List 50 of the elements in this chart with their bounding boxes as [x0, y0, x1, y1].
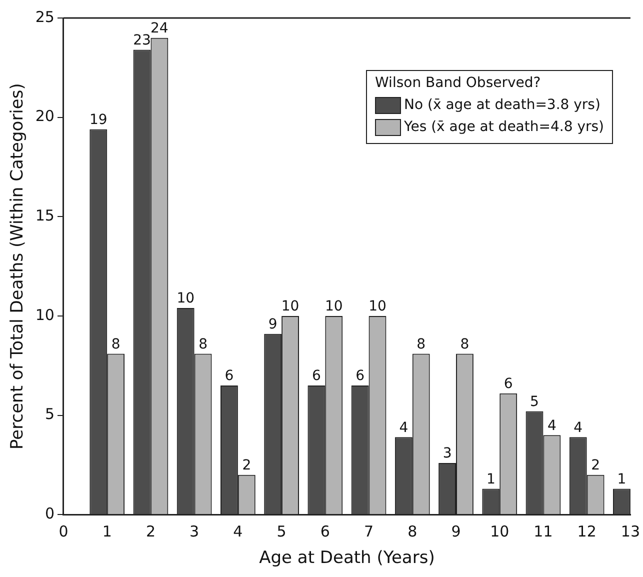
x-tick-label: 11: [534, 522, 553, 540]
data-label: 23: [133, 32, 151, 48]
legend-title: Wilson Band Observed?: [375, 75, 542, 91]
x-tick-label: 13: [620, 522, 640, 540]
data-label: 1: [617, 471, 626, 488]
x-tick-label: 7: [364, 522, 374, 540]
data-label: 8: [198, 336, 208, 352]
data-label: 2: [591, 458, 600, 474]
y-tick-label: 10: [35, 306, 54, 324]
data-label: 8: [460, 336, 470, 352]
data-label: 6: [312, 368, 321, 384]
data-label: 24: [150, 20, 168, 37]
x-tick-label: 5: [276, 522, 286, 540]
legend-label: Yes (x̄ age at death=4.8 yrs): [404, 118, 604, 137]
y-tick-label: 0: [44, 504, 54, 522]
data-label: 4: [574, 420, 583, 436]
x-tick-label: 1: [102, 522, 112, 540]
data-label: 10: [324, 298, 343, 315]
data-label: 1: [486, 471, 496, 488]
y-tick-label: 15: [35, 206, 54, 225]
x-tick-label: 12: [577, 522, 596, 540]
x-tick-label: 2: [146, 522, 156, 540]
data-label: 10: [368, 298, 386, 315]
x-tick-label: 4: [233, 522, 243, 540]
data-label: 2: [242, 458, 252, 474]
data-label: 10: [176, 290, 195, 307]
y-tick-label: 20: [35, 107, 54, 126]
data-label: 19: [89, 112, 108, 128]
x-tick-label: 0: [58, 522, 68, 540]
y-tick-label: 25: [35, 8, 54, 26]
data-label: 5: [530, 394, 539, 410]
x-tick-label: 6: [320, 522, 330, 540]
x-axis-title: Age at Death (Years): [259, 548, 435, 568]
x-tick-label: 8: [408, 522, 418, 540]
y-tick-label: 5: [44, 405, 54, 424]
data-label: 6: [504, 376, 513, 392]
x-tick-label: 3: [190, 522, 200, 540]
y-axis-title: Percent of Total Deaths (Within Categories): [8, 83, 28, 450]
x-tick-label: 10: [490, 522, 510, 540]
data-label: 9: [268, 316, 278, 332]
x-tick-label: 9: [451, 522, 461, 540]
data-label: 3: [442, 446, 452, 462]
data-label: 6: [224, 368, 234, 384]
data-label: 10: [281, 298, 300, 315]
data-label: 8: [416, 336, 426, 352]
legend-label: No (x̄ age at death=3.8 yrs): [404, 96, 600, 115]
data-label: 8: [111, 336, 120, 352]
data-label: 4: [399, 420, 408, 436]
data-label: 6: [356, 368, 365, 384]
data-label: 4: [547, 418, 556, 434]
